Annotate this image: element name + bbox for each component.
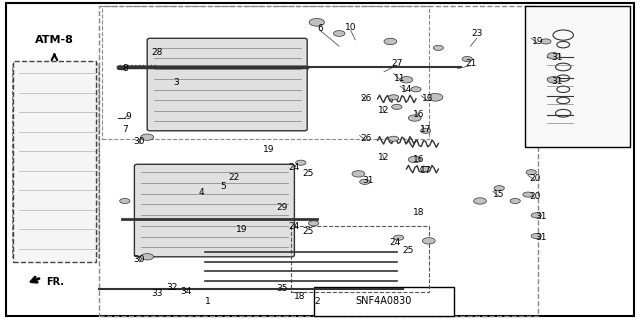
Text: 3: 3 — [173, 78, 179, 87]
Text: 24: 24 — [289, 222, 300, 231]
Circle shape — [462, 56, 472, 62]
Circle shape — [352, 171, 365, 177]
Text: FR.: FR. — [46, 277, 64, 287]
Text: 18: 18 — [413, 208, 425, 217]
Text: 20: 20 — [529, 174, 541, 183]
Text: 24: 24 — [289, 163, 300, 172]
Text: 19: 19 — [236, 225, 248, 234]
FancyBboxPatch shape — [13, 64, 99, 258]
Bar — [13, 61, 96, 262]
Circle shape — [408, 156, 421, 163]
Text: 29: 29 — [276, 203, 287, 212]
Circle shape — [547, 53, 560, 59]
Text: 32: 32 — [166, 283, 177, 292]
Text: ATM-8: ATM-8 — [35, 35, 74, 45]
Text: 30: 30 — [134, 137, 145, 146]
Text: 25: 25 — [303, 169, 314, 178]
Circle shape — [392, 104, 402, 109]
Text: 18: 18 — [294, 292, 305, 301]
Text: 17: 17 — [420, 166, 431, 175]
Text: 34: 34 — [180, 287, 191, 296]
Text: 28: 28 — [151, 48, 163, 57]
Circle shape — [547, 77, 560, 83]
Text: 16: 16 — [413, 110, 425, 119]
Text: 27: 27 — [391, 59, 403, 68]
Bar — [291, 226, 429, 292]
Circle shape — [531, 234, 541, 239]
Circle shape — [541, 39, 551, 44]
Circle shape — [523, 192, 533, 197]
Text: 35: 35 — [276, 284, 287, 293]
Circle shape — [510, 198, 520, 204]
Text: 13: 13 — [422, 94, 433, 103]
Circle shape — [531, 213, 541, 218]
Text: 19: 19 — [532, 37, 543, 46]
Bar — [102, 6, 429, 139]
Circle shape — [408, 115, 421, 121]
Text: 24: 24 — [389, 238, 401, 247]
Text: 15: 15 — [493, 190, 505, 199]
Text: 25: 25 — [403, 246, 414, 255]
Text: 7: 7 — [122, 125, 127, 134]
Text: 21: 21 — [465, 59, 477, 68]
Circle shape — [384, 38, 397, 45]
Text: 14: 14 — [401, 85, 412, 94]
Text: 33: 33 — [151, 289, 163, 298]
Text: 30: 30 — [134, 256, 145, 264]
Text: 5: 5 — [220, 182, 225, 191]
Circle shape — [411, 87, 421, 92]
Circle shape — [309, 19, 324, 26]
Circle shape — [120, 198, 130, 204]
Text: 23: 23 — [471, 29, 483, 38]
Bar — [314, 287, 454, 316]
Text: 11: 11 — [394, 74, 406, 83]
Text: 2: 2 — [314, 297, 319, 306]
Circle shape — [422, 238, 435, 244]
Text: 31: 31 — [535, 212, 547, 221]
Circle shape — [388, 95, 399, 100]
Text: 8: 8 — [122, 64, 127, 73]
Circle shape — [420, 167, 431, 172]
Text: 31: 31 — [362, 176, 374, 185]
Bar — [525, 6, 630, 147]
Circle shape — [474, 198, 486, 204]
Text: 26: 26 — [360, 134, 372, 143]
Circle shape — [400, 77, 413, 83]
Circle shape — [388, 136, 399, 141]
Text: 31: 31 — [535, 233, 547, 242]
Text: 31: 31 — [551, 77, 563, 86]
Text: 22: 22 — [228, 173, 239, 182]
Text: 20: 20 — [529, 192, 541, 201]
Text: 26: 26 — [360, 94, 372, 103]
Circle shape — [394, 235, 404, 240]
Circle shape — [296, 160, 306, 165]
Text: 19: 19 — [263, 145, 275, 154]
Text: 1: 1 — [205, 297, 211, 306]
Text: 12: 12 — [378, 106, 390, 115]
Text: 10: 10 — [345, 23, 356, 32]
Circle shape — [428, 93, 443, 101]
Text: 16: 16 — [413, 155, 425, 164]
Text: 31: 31 — [551, 53, 563, 62]
Text: 4: 4 — [199, 189, 204, 197]
Text: 9: 9 — [125, 112, 131, 121]
Circle shape — [420, 128, 431, 133]
Circle shape — [433, 45, 444, 50]
FancyBboxPatch shape — [134, 164, 294, 257]
Text: 17: 17 — [420, 125, 431, 134]
Text: 12: 12 — [378, 153, 390, 162]
Circle shape — [141, 134, 154, 140]
Circle shape — [526, 170, 536, 175]
Circle shape — [360, 179, 370, 184]
Text: 6: 6 — [317, 24, 323, 33]
Circle shape — [333, 31, 345, 36]
Text: SNF4A0830: SNF4A0830 — [356, 296, 412, 307]
Bar — [99, 6, 538, 316]
FancyBboxPatch shape — [147, 38, 307, 131]
Circle shape — [141, 254, 154, 260]
Text: 25: 25 — [303, 227, 314, 236]
Circle shape — [494, 186, 504, 191]
Circle shape — [308, 221, 319, 226]
